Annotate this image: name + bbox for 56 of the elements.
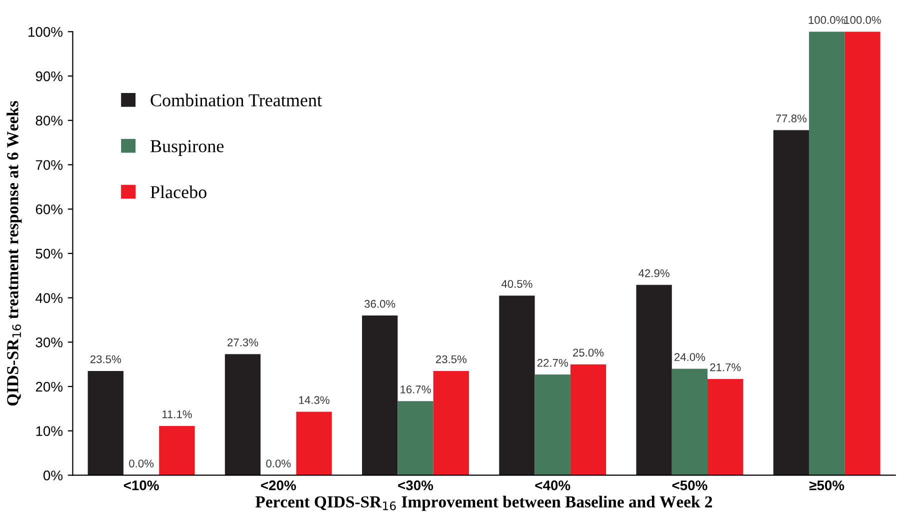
x-axis-title: Percent QIDS-SR$_{16}$ Improvement between Baseline and Week 2 [255, 496, 712, 511]
bar [534, 374, 570, 476]
legend-label: Placebo [150, 185, 206, 198]
bar [636, 284, 672, 476]
data-label: 36.0% [364, 300, 396, 308]
data-label: 27.3% [228, 338, 258, 346]
bar [159, 426, 195, 476]
bar [808, 32, 845, 476]
y-tick-label: 10% [36, 426, 63, 436]
y-tick-label: 50% [36, 248, 63, 259]
bar [296, 412, 332, 476]
y-tick-label: 0% [43, 470, 63, 480]
bar [708, 378, 744, 476]
bar [362, 316, 398, 476]
data-label: 23.5% [436, 355, 466, 364]
bar [398, 401, 434, 476]
y-tick-label: 90% [36, 71, 63, 82]
data-label: 100.0% [844, 16, 881, 24]
bar [433, 370, 469, 476]
x-tick-label: <50% [672, 480, 708, 490]
bar [499, 296, 535, 476]
bar [570, 364, 606, 476]
data-label: 16.7% [400, 386, 431, 394]
y-tick-label: 40% [36, 293, 63, 303]
legend-label: Combination Treatment [150, 94, 322, 106]
y-tick-label: 100% [28, 27, 63, 37]
data-label: 24.0% [674, 353, 706, 362]
bar [672, 368, 708, 476]
data-label: 23.5% [90, 355, 121, 364]
data-label: 42.9% [638, 269, 670, 278]
y-tick-label: 20% [36, 382, 63, 392]
x-tick-label: <40% [535, 480, 570, 490]
data-label: 0.0% [266, 460, 291, 468]
data-label: 0.0% [129, 460, 154, 468]
data-label: 21.7% [710, 363, 741, 372]
bar [844, 32, 880, 476]
y-tick-label: 30% [36, 337, 63, 348]
data-label: 100.0% [808, 16, 846, 24]
x-tick-label: <10% [124, 480, 159, 490]
y-tick-label: 70% [36, 160, 63, 170]
bar [88, 370, 124, 476]
data-label: 22.7% [537, 358, 568, 367]
data-label: 25.0% [573, 348, 604, 357]
bar [773, 130, 809, 476]
y-tick-label: 60% [36, 204, 63, 214]
legend-label: Buspirone [150, 140, 224, 156]
data-label: 77.8% [776, 114, 807, 122]
data-label: 14.3% [299, 396, 330, 404]
x-tick-label: <30% [398, 480, 434, 490]
x-tick-label: ≥50% [809, 480, 844, 490]
data-label: 11.1% [162, 410, 192, 418]
y-axis-title: QIDS-SR$_{16}$ treatment response at 6 Weeks [6, 101, 22, 406]
data-label: 40.5% [501, 280, 532, 288]
bar [224, 354, 261, 476]
y-tick-label: 80% [36, 116, 63, 126]
x-tick-label: <20% [261, 480, 296, 490]
